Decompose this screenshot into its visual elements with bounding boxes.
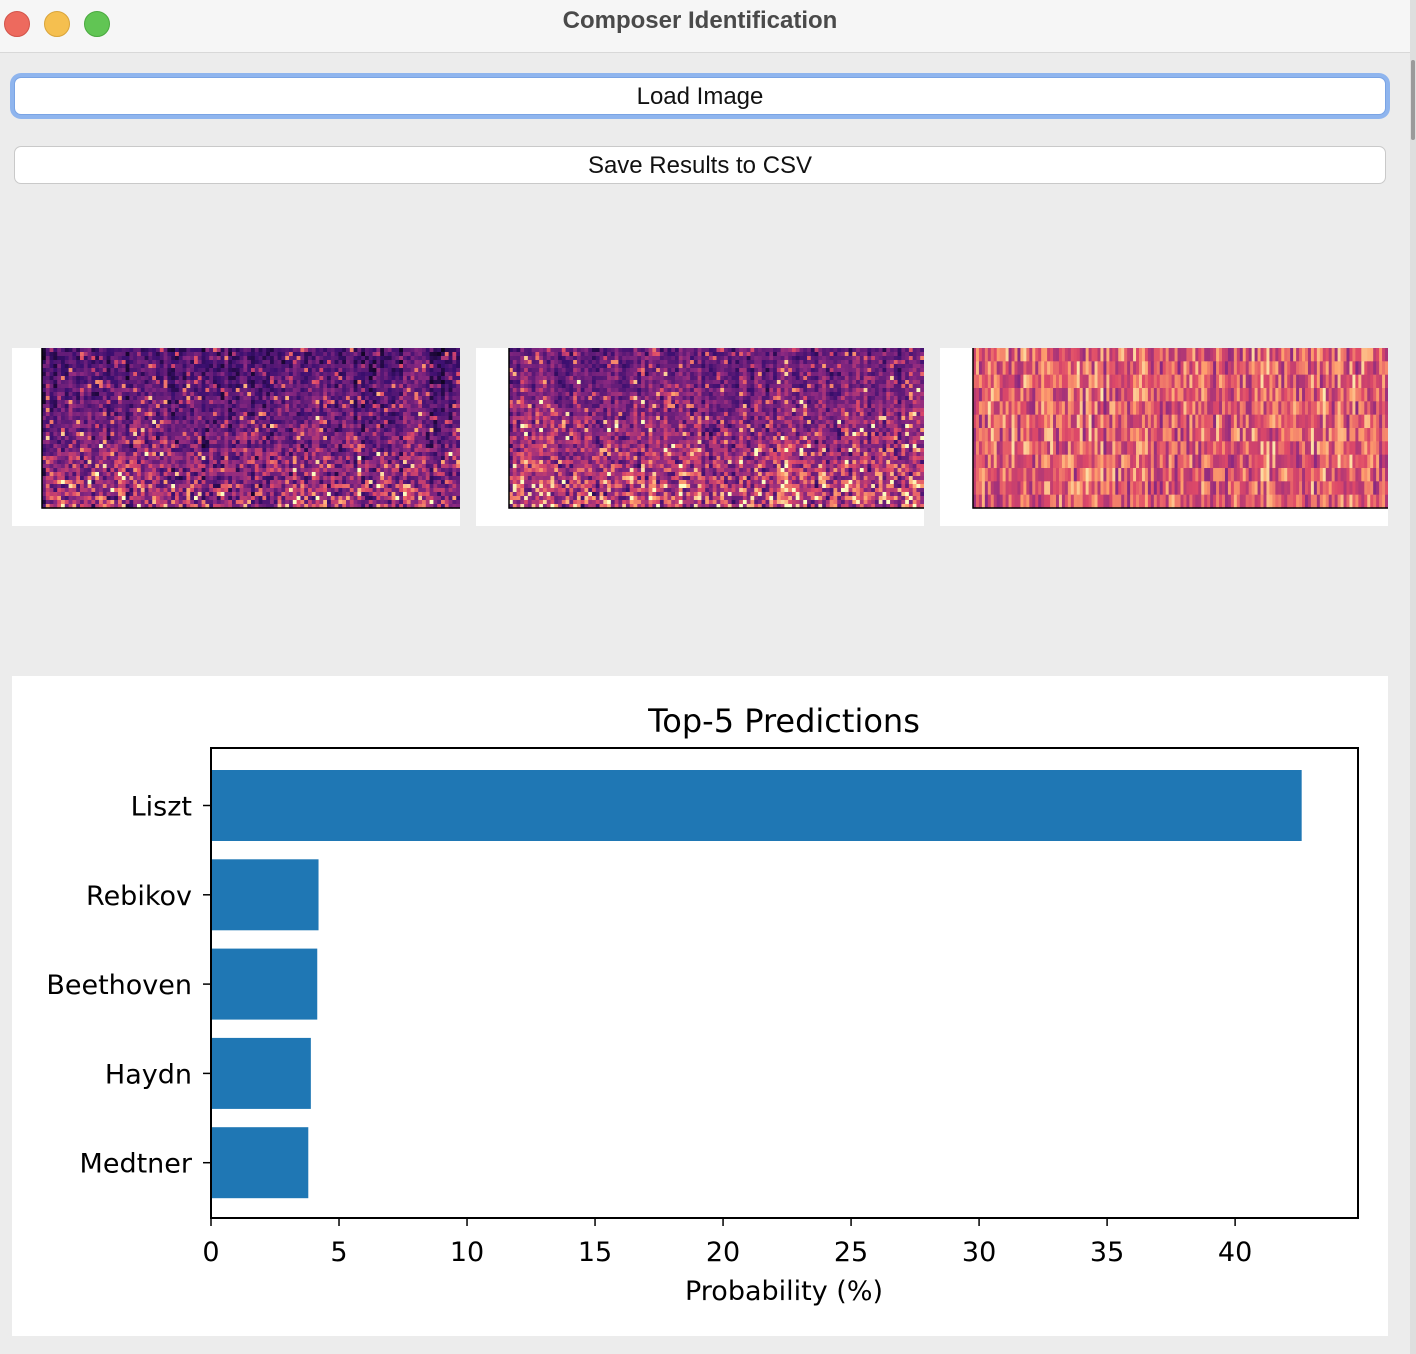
y-tick-label: Medtner (80, 1149, 193, 1180)
bar-beethoven (211, 948, 318, 1020)
x-tick-label: 20 (706, 1237, 740, 1268)
minimize-window-button[interactable] (44, 11, 70, 37)
zoom-window-button[interactable] (84, 11, 110, 37)
spectrogram-image-2 (476, 348, 924, 526)
chart-title: Top-5 Predictions (647, 702, 920, 740)
x-tick-label: 15 (578, 1237, 612, 1268)
y-tick-label: Liszt (131, 792, 192, 823)
y-tick-label: Rebikov (86, 881, 192, 912)
load-image-button[interactable]: Load Image (14, 77, 1386, 115)
spectrogram-image-1 (12, 348, 460, 526)
close-window-button[interactable] (4, 11, 30, 37)
save-csv-button[interactable]: Save Results to CSV (14, 146, 1386, 184)
bar-medtner (211, 1127, 309, 1199)
predictions-chart: Top-5 Predictions Probability (%) Liszt R… (12, 676, 1388, 1336)
x-tick-label: 5 (330, 1237, 347, 1268)
y-tick-label: Haydn (105, 1059, 192, 1090)
x-tick-label: 40 (1218, 1237, 1252, 1268)
title-bar: Composer Identification (0, 0, 1410, 53)
spectrogram-image-3 (940, 348, 1388, 526)
bar-chart-svg: Top-5 Predictions Probability (%) Liszt R… (46, 702, 1359, 1307)
x-tick-label: 10 (450, 1237, 484, 1268)
bar-rebikov (211, 859, 319, 931)
x-tick-label: 35 (1090, 1237, 1124, 1268)
plot-frame (210, 747, 1359, 1219)
window-title: Composer Identification (562, 7, 838, 34)
scrollbar-thumb[interactable] (1411, 60, 1415, 140)
x-tick-label: 25 (834, 1237, 868, 1268)
scrollbar[interactable] (1410, 0, 1416, 1354)
x-tick-label: 30 (962, 1237, 996, 1268)
x-tick-label: 0 (202, 1237, 219, 1268)
x-axis-label: Probability (%) (685, 1276, 883, 1307)
y-tick-label: Beethoven (46, 970, 192, 1001)
bar-haydn (211, 1037, 311, 1109)
bar-liszt (211, 770, 1302, 841)
